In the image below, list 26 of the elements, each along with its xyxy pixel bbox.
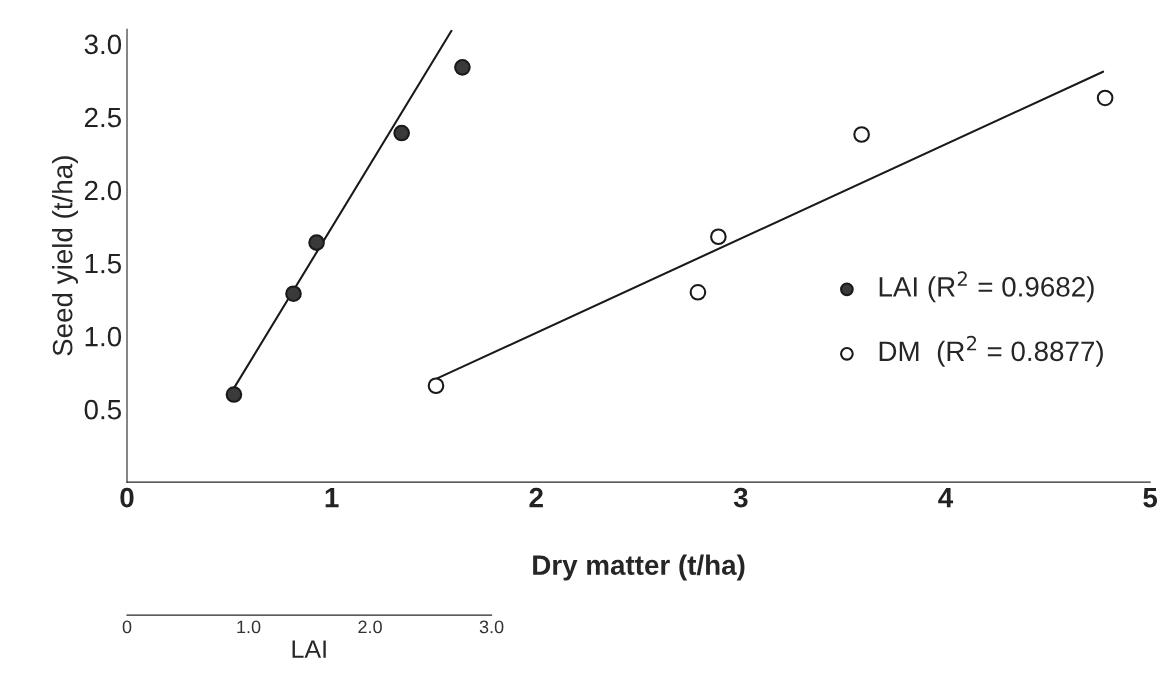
point	[689, 283, 707, 301]
point	[1096, 89, 1114, 107]
x-tick-label: 3	[733, 487, 748, 508]
x2-tick-label: 3.0	[479, 620, 504, 634]
legend-label: DM (R$^{2}$ = 0.8877)	[879, 335, 1103, 367]
x-tick-label: 0	[120, 487, 134, 508]
legend-label: LAI (R$^{2}$ = 0.9682)	[879, 271, 1094, 303]
y-tick-label: 2.5	[84, 107, 121, 128]
x-tick-label: 5	[1143, 488, 1158, 508]
x2-tick-label: 1.0	[237, 620, 261, 634]
y-tick-label: 1.5	[85, 254, 121, 274]
y-tick-label: 3.0	[84, 34, 122, 55]
y-axis-title: Seed yield (t/ha)	[52, 156, 78, 356]
x-tick-label: 1	[325, 488, 339, 508]
x-tick-label: 4	[938, 488, 954, 508]
y-tick-label: 0.5	[84, 399, 121, 420]
y-tick-label: 1.0	[85, 326, 122, 347]
x-tick-label: 2	[529, 487, 543, 508]
x2-tick-label: 2.0	[358, 620, 382, 634]
x2-tick-label: 0	[122, 620, 132, 634]
point	[427, 377, 445, 395]
point	[853, 126, 870, 143]
point	[710, 228, 727, 246]
x-axis-title: Dry matter (t/ha)	[533, 554, 745, 581]
x2-axis-title: LAI	[292, 640, 326, 658]
y-tick-label: 2.0	[84, 180, 122, 201]
